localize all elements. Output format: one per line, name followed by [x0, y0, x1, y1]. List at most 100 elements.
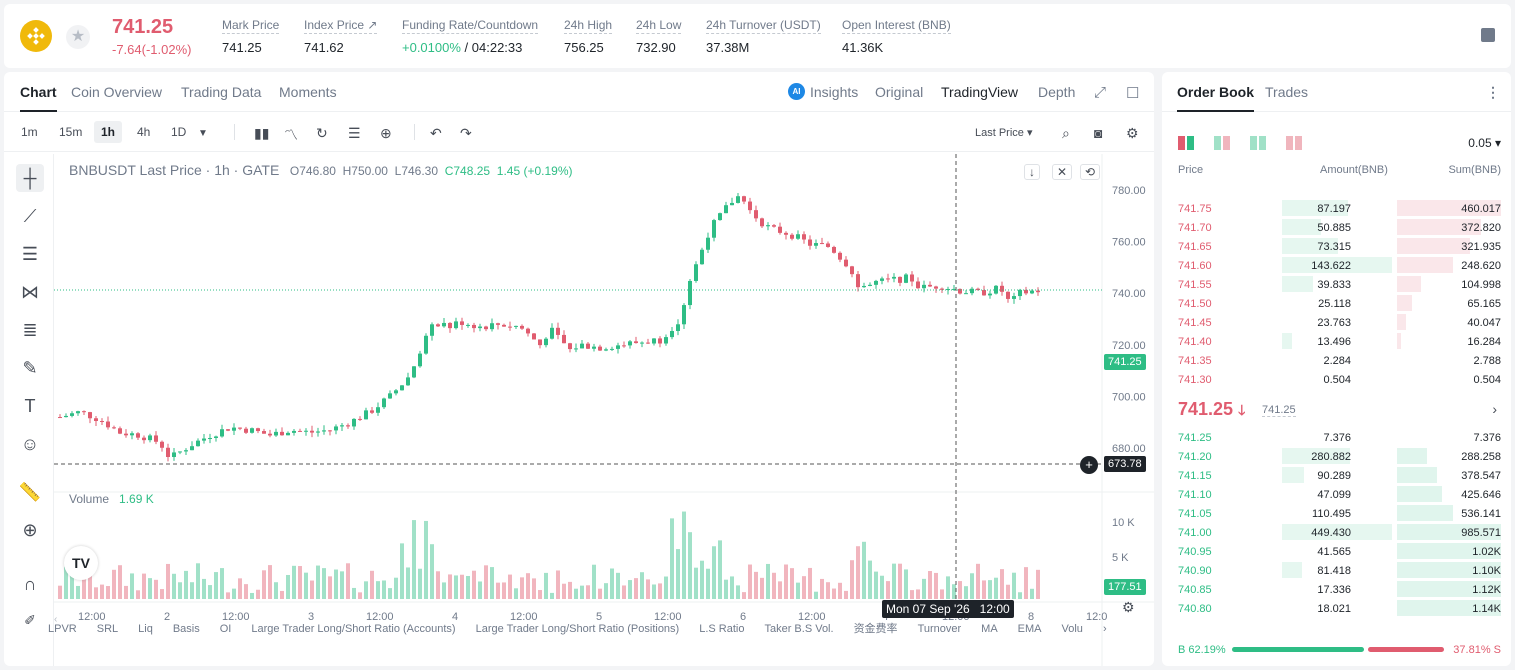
tab-chart[interactable]: Chart	[20, 84, 57, 112]
add-indicator-icon[interactable]: ⊕	[380, 125, 392, 141]
expand-icon[interactable]: ⤢	[1094, 84, 1107, 101]
pattern-icon[interactable]: ⋈	[21, 282, 39, 302]
stat-label[interactable]: Funding Rate/Countdown	[402, 18, 539, 34]
list-icon[interactable]: ☰	[348, 125, 361, 141]
bid-row[interactable]: 740.95 41.565 1.02K	[1178, 543, 1501, 562]
chevron-right-icon[interactable]: ›	[1492, 401, 1497, 417]
bid-row[interactable]: 741.00 449.430 985.571	[1178, 524, 1501, 543]
notebook-icon[interactable]	[1481, 28, 1495, 42]
favorite-star-icon[interactable]: ★	[66, 25, 90, 49]
timeframe-1h[interactable]: 1h	[94, 121, 123, 143]
indicator-item[interactable]: SRL	[96, 623, 119, 635]
settings-icon[interactable]: ⚙	[1126, 125, 1139, 141]
timeframe-1d[interactable]: 1D	[171, 125, 187, 139]
ask-row[interactable]: 741.60 143.622 248.620	[1178, 257, 1501, 276]
indicator-item[interactable]: Large Trader Long/Short Ratio (Positions…	[475, 623, 680, 635]
indicator-item[interactable]: Liq	[138, 623, 153, 635]
ask-row[interactable]: 741.75 87.197 460.017	[1178, 200, 1501, 219]
bid-row[interactable]: 740.80 18.021 1.14K	[1178, 600, 1501, 619]
ruler-icon[interactable]: 📏	[18, 482, 42, 502]
chart-canvas[interactable]: 780.00 760.00 740.00 720.00 700.00 680.00 10 K…	[54, 154, 1154, 666]
bid-row[interactable]: 741.10 47.099 425.646	[1178, 486, 1501, 505]
magnet-icon[interactable]: ∩	[23, 574, 37, 594]
bid-row[interactable]: 741.05 110.495 536.141	[1178, 505, 1501, 524]
timeframe-15m[interactable]: 15m	[59, 125, 83, 139]
stat-label[interactable]: Open Interest (BNB)	[842, 18, 951, 34]
emoji-icon[interactable]: ☺	[20, 434, 40, 454]
ask-row[interactable]: 741.35 2.284 2.788	[1178, 352, 1501, 371]
collapse-icon[interactable]: ✕	[1052, 164, 1073, 180]
ask-row[interactable]: 741.45 23.763 40.047	[1178, 314, 1501, 333]
more-options-icon[interactable]: ⋮	[1486, 84, 1500, 100]
view-tradingview[interactable]: TradingView	[941, 84, 1019, 100]
refresh-icon[interactable]: ⟲	[1080, 164, 1101, 180]
bid-row[interactable]: 740.90 81.418 1.10K	[1178, 562, 1501, 581]
axis-settings-icon[interactable]: ⚙	[1122, 599, 1135, 615]
replay-icon[interactable]: ↻	[316, 125, 328, 141]
undo-icon[interactable]: ↶	[430, 125, 442, 141]
ask-row[interactable]: 741.30 0.504 0.504	[1178, 371, 1501, 390]
ask-row[interactable]: 741.65 73.315 321.935	[1178, 238, 1501, 257]
tab-trading-data[interactable]: Trading Data	[181, 84, 262, 100]
stat-label[interactable]: Mark Price	[222, 18, 280, 34]
tab-order-book[interactable]: Order Book	[1177, 84, 1255, 112]
layout-bids-icon[interactable]	[1250, 136, 1266, 150]
timeframe-4h[interactable]: 4h	[137, 125, 151, 139]
horizontal-lines-icon[interactable]: ☰	[21, 244, 39, 264]
last-price-select[interactable]: Last Price ▾	[975, 127, 1033, 139]
view-depth[interactable]: Depth	[1038, 84, 1076, 100]
view-insights[interactable]: Insights	[810, 84, 859, 100]
mid-price[interactable]: 741.25 🡓	[1178, 399, 1245, 424]
lock-pen-icon[interactable]: ✐	[24, 612, 36, 628]
window-icon[interactable]: ☐	[1126, 85, 1140, 102]
bid-row[interactable]: 741.15 90.289 378.547	[1178, 467, 1501, 486]
bid-row[interactable]: 741.25 7.376 7.376	[1178, 429, 1501, 448]
indicator-item[interactable]: OI	[219, 623, 232, 635]
zoom-in-icon[interactable]: ⊕	[22, 520, 38, 540]
indicators-icon[interactable]: 〽	[284, 127, 298, 143]
indicator-item[interactable]: L.S Ratio	[699, 623, 745, 635]
candles-icon[interactable]: ▮▮	[254, 125, 270, 141]
timeframe-dropdown-icon[interactable]: ▼	[198, 128, 208, 139]
bid-row[interactable]: 741.20 280.882 288.258	[1178, 448, 1501, 467]
tab-moments[interactable]: Moments	[279, 84, 337, 100]
layout-both-icon[interactable]	[1178, 136, 1194, 150]
ask-row[interactable]: 741.40 13.496 16.284	[1178, 333, 1501, 352]
stat-label[interactable]: Index Price ↗	[304, 18, 378, 34]
volume-bar	[94, 587, 98, 599]
tradingview-logo-icon[interactable]: TV	[64, 546, 98, 580]
indicator-item[interactable]: EMA	[1017, 623, 1042, 635]
add-alert-icon[interactable]: +	[1080, 456, 1098, 474]
indicator-item[interactable]: 资金费率	[853, 623, 898, 635]
price-chart[interactable]: 780.00 760.00 740.00 720.00 700.00 680.00 10 K…	[54, 154, 1154, 666]
ask-row[interactable]: 741.50 25.118 65.165	[1178, 295, 1501, 314]
camera-icon[interactable]: ◙	[1094, 125, 1103, 141]
indicator-item[interactable]: Turnover	[917, 623, 962, 635]
indicator-item[interactable]: LPVR	[48, 623, 77, 635]
layout-asks-icon[interactable]	[1286, 136, 1302, 150]
indicator-item[interactable]: Large Trader Long/Short Ratio (Accounts)	[251, 623, 456, 635]
tab-trades[interactable]: Trades	[1265, 84, 1309, 100]
indicator-item[interactable]: MA	[981, 623, 998, 635]
crosshair-icon[interactable]: ┼	[16, 164, 44, 192]
scroll-right-icon[interactable]: ›	[1102, 623, 1107, 635]
text-icon[interactable]: T	[24, 396, 36, 416]
scroll-down-icon[interactable]: ↓	[1024, 164, 1040, 180]
indicator-item[interactable]: Taker B.S Vol.	[764, 623, 834, 635]
view-original[interactable]: Original	[875, 84, 924, 100]
search-icon[interactable]: ⌕	[1062, 125, 1070, 141]
tab-coin-overview[interactable]: Coin Overview	[71, 84, 163, 100]
ask-row[interactable]: 741.70 50.885 372.820	[1178, 219, 1501, 238]
precision-select[interactable]: 0.05 ▾	[1468, 136, 1501, 150]
bid-row[interactable]: 740.85 17.336 1.12K	[1178, 581, 1501, 600]
ask-row[interactable]: 741.55 39.833 104.998	[1178, 276, 1501, 295]
layout-both-alt-icon[interactable]	[1214, 136, 1230, 150]
trendline-icon[interactable]: ⟋	[23, 206, 37, 226]
fib-icon[interactable]: ≣	[22, 320, 38, 340]
collapse-left-icon[interactable]: ‹	[54, 614, 58, 625]
timeframe-1m[interactable]: 1m	[21, 125, 38, 139]
indicator-item[interactable]: Basis	[172, 623, 200, 635]
indicator-item[interactable]: Volu	[1061, 623, 1083, 635]
brush-icon[interactable]: ✎	[22, 358, 38, 378]
redo-icon[interactable]: ↷	[460, 125, 472, 141]
